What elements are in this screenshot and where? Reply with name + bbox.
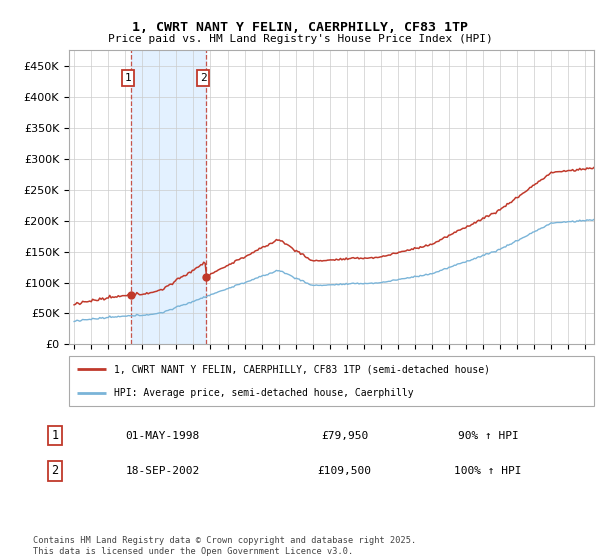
Text: 1: 1 <box>125 73 131 83</box>
Text: 1, CWRT NANT Y FELIN, CAERPHILLY, CF83 1TP: 1, CWRT NANT Y FELIN, CAERPHILLY, CF83 1… <box>132 21 468 34</box>
Text: £109,500: £109,500 <box>317 466 371 476</box>
Text: 2: 2 <box>51 464 58 478</box>
Text: 01-MAY-1998: 01-MAY-1998 <box>125 431 200 441</box>
Text: 18-SEP-2002: 18-SEP-2002 <box>125 466 200 476</box>
Bar <box>131 50 206 344</box>
Text: HPI: Average price, semi-detached house, Caerphilly: HPI: Average price, semi-detached house,… <box>113 389 413 398</box>
Text: Price paid vs. HM Land Registry's House Price Index (HPI): Price paid vs. HM Land Registry's House … <box>107 34 493 44</box>
Text: £79,950: £79,950 <box>321 431 368 441</box>
Text: 1: 1 <box>51 429 58 442</box>
Text: Contains HM Land Registry data © Crown copyright and database right 2025.
This d: Contains HM Land Registry data © Crown c… <box>33 536 416 556</box>
Text: 90% ↑ HPI: 90% ↑ HPI <box>458 431 518 441</box>
Text: 1, CWRT NANT Y FELIN, CAERPHILLY, CF83 1TP (semi-detached house): 1, CWRT NANT Y FELIN, CAERPHILLY, CF83 1… <box>113 364 490 374</box>
Text: 100% ↑ HPI: 100% ↑ HPI <box>454 466 522 476</box>
Text: 2: 2 <box>200 73 206 83</box>
FancyBboxPatch shape <box>69 356 594 406</box>
